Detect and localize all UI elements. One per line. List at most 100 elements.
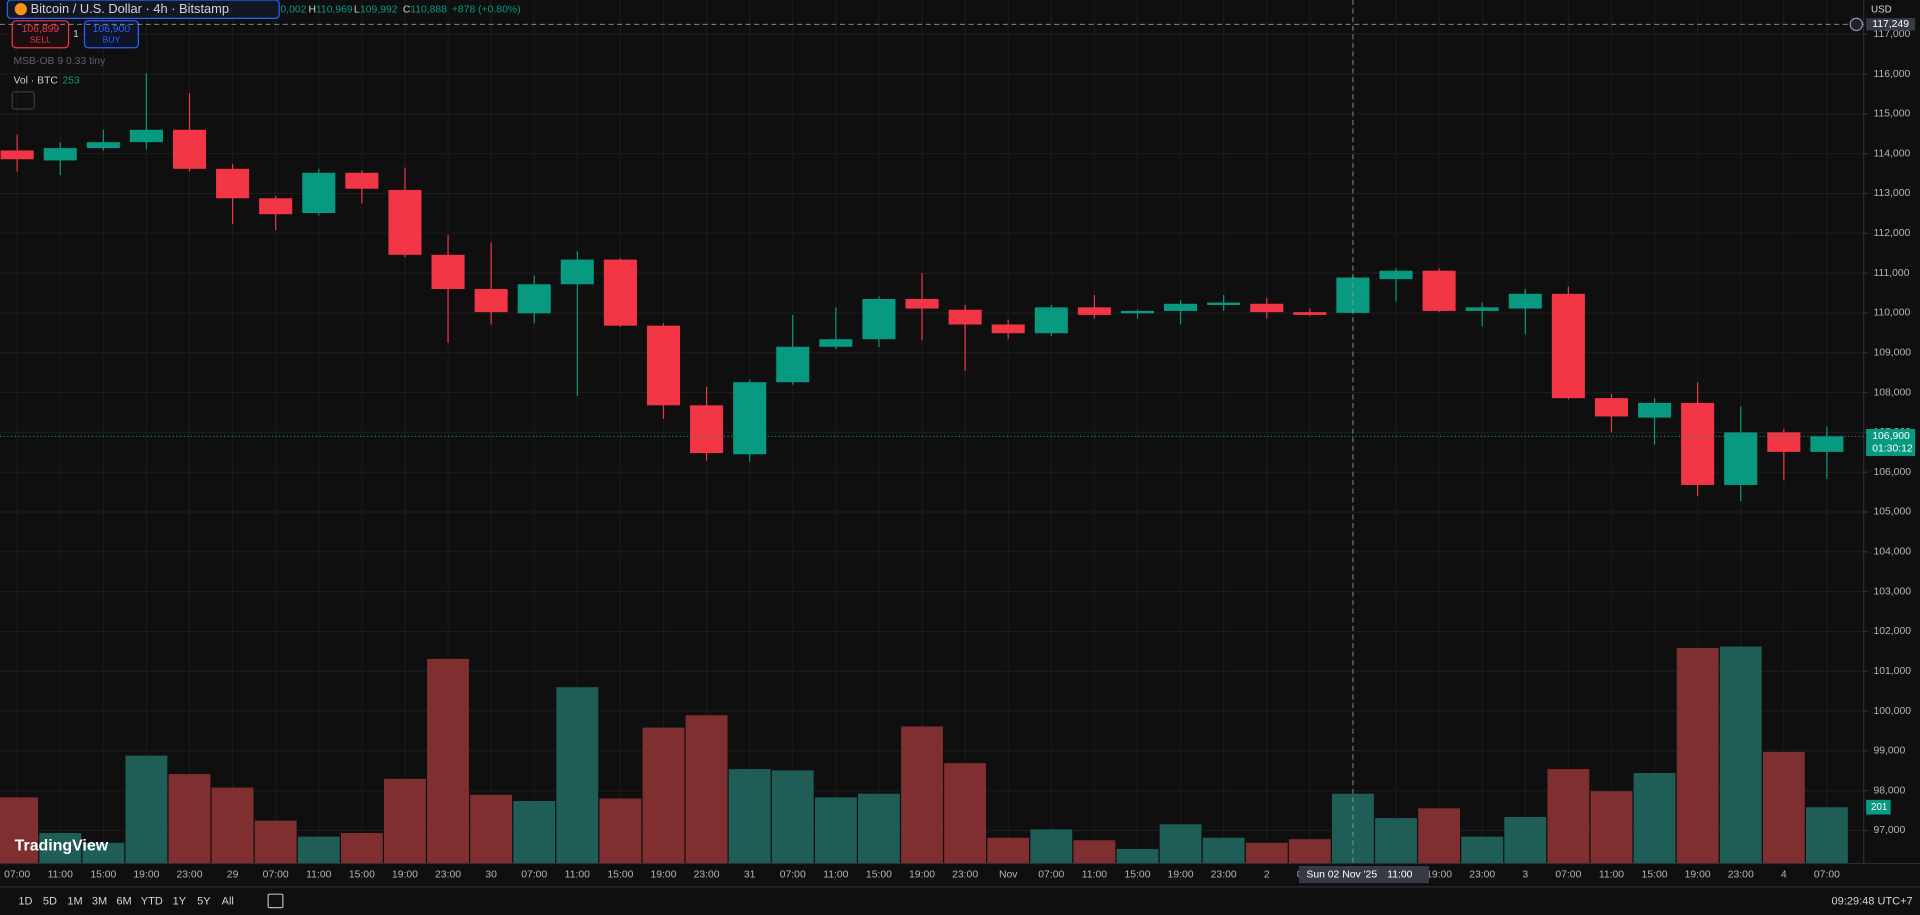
volume-bar — [82, 842, 125, 864]
y-tick-label: 97,000 — [1873, 825, 1905, 836]
candle-body — [388, 189, 422, 255]
candle-body — [345, 172, 379, 189]
candle-body — [129, 129, 163, 143]
x-tick-label: 31 — [744, 869, 756, 880]
ohlc-low: 109,992 — [360, 5, 398, 16]
volume-bar — [1073, 840, 1116, 864]
candle-body — [733, 382, 767, 455]
y-tick-label: 113,000 — [1873, 188, 1910, 199]
y-tick-label: 110,000 — [1873, 308, 1910, 319]
volume-bar — [944, 763, 987, 864]
date-range-button[interactable] — [267, 893, 284, 909]
collapse-button[interactable] — [11, 91, 35, 110]
volume-bar — [168, 774, 211, 864]
y-tick-label: 112,000 — [1873, 228, 1910, 239]
sell-button[interactable] — [11, 20, 70, 49]
x-tick-label: 19:00 — [1685, 869, 1711, 880]
y-tick-label: 117,000 — [1873, 29, 1910, 40]
candle-body — [1293, 312, 1327, 315]
candle-body — [1638, 402, 1672, 418]
volume-bar — [1461, 836, 1504, 864]
candle-body — [948, 309, 982, 325]
candle-body — [216, 168, 250, 199]
x-tick-label: 19:00 — [650, 869, 676, 880]
x-tick-label: 15:00 — [349, 869, 375, 880]
x-tick-label: 11:00 — [1599, 869, 1624, 880]
x-tick-label: 11:00 — [1082, 869, 1107, 880]
range-button[interactable]: 5Y — [197, 895, 211, 907]
y-tick-label: 106,000 — [1873, 467, 1911, 478]
x-tick-label: 07:00 — [521, 869, 547, 880]
range-button[interactable]: 1D — [18, 895, 32, 907]
volume-bar — [1030, 829, 1073, 864]
buy-label: BUY — [103, 35, 121, 45]
x-tick-label: 4 — [1781, 869, 1787, 880]
buy-price: 106,900 — [93, 24, 131, 35]
y-tick-label: 116,000 — [1873, 69, 1910, 80]
ohlc-label: H — [309, 5, 317, 16]
x-tick-label: 19:00 — [392, 869, 418, 880]
candle-body — [517, 284, 551, 314]
x-tick-label: 15:00 — [866, 869, 892, 880]
y-tick-label: 98,000 — [1873, 785, 1905, 796]
x-tick-label: 11:00 — [48, 869, 73, 880]
y-tick-label: 111,000 — [1873, 268, 1909, 279]
candle-body — [1681, 402, 1715, 485]
volume-bar — [858, 793, 900, 864]
x-tick-label: 07:00 — [1814, 869, 1840, 880]
x-tick-label: 11:00 — [306, 869, 331, 880]
candle-body — [259, 198, 293, 215]
symbol-box[interactable] — [6, 0, 280, 19]
volume-bar — [901, 726, 943, 864]
candle-body — [1250, 303, 1284, 313]
x-tick-label: 15:00 — [1642, 869, 1668, 880]
candle-body — [819, 339, 853, 347]
volume-bar — [1202, 837, 1245, 864]
y-tick-label: 108,000 — [1873, 387, 1911, 398]
candle-body — [43, 148, 77, 161]
candle-body — [172, 129, 207, 169]
volume-indicator-value: 253 — [62, 76, 80, 87]
range-button[interactable]: 5D — [43, 895, 57, 907]
volume-bar — [513, 801, 556, 864]
x-tick-label: 15:00 — [1124, 869, 1150, 880]
x-tick-label: 23:00 — [1728, 869, 1754, 880]
ohlc-label: L — [354, 5, 360, 16]
x-tick-label: 19:00 — [1426, 869, 1452, 880]
candle-body — [1034, 307, 1068, 334]
quantity: 1 — [73, 29, 78, 40]
candle-body — [1724, 432, 1758, 485]
range-button[interactable]: YTD — [141, 895, 163, 907]
volume-pane — [0, 646, 1848, 864]
sell-label: SELL — [30, 35, 51, 45]
volume-bar — [1547, 769, 1590, 864]
range-button[interactable]: 1M — [67, 895, 82, 907]
x-tick-label: 15:00 — [90, 869, 116, 880]
volume-bar — [1762, 751, 1805, 864]
candle-body — [1422, 270, 1456, 311]
range-button[interactable]: 1Y — [173, 895, 187, 907]
x-tick-label: 07:00 — [263, 869, 289, 880]
candle-body — [302, 172, 336, 214]
volume-bar — [470, 794, 513, 864]
volume-bar — [1590, 791, 1633, 864]
candle-body — [1465, 307, 1499, 311]
range-button[interactable]: 6M — [116, 895, 131, 907]
candle-body — [560, 259, 594, 285]
y-tick-label: 102,000 — [1873, 626, 1911, 637]
volume-bar — [340, 832, 383, 864]
crosshair-add[interactable] — [1849, 17, 1864, 32]
range-button[interactable]: 3M — [92, 895, 107, 907]
x-tick-label: 07:00 — [780, 869, 806, 880]
x-tick-label: 23:00 — [1469, 869, 1495, 880]
x-tick-label: 29 — [227, 869, 239, 880]
range-button[interactable]: All — [222, 895, 234, 907]
buy-button[interactable] — [83, 20, 139, 49]
candle-body — [1164, 303, 1198, 311]
x-tick-label: 23:00 — [694, 869, 720, 880]
volume-bar — [427, 658, 469, 864]
volume-bar — [254, 820, 297, 864]
volume-bar — [599, 798, 642, 864]
